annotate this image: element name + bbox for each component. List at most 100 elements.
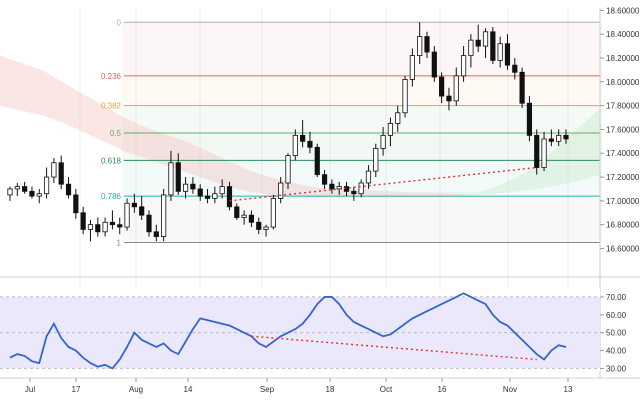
candle-bullish: [212, 193, 218, 199]
candle-bullish: [541, 138, 547, 168]
x-tick-label: Nov: [503, 385, 517, 394]
price-tick-label: 16.60000: [606, 244, 640, 253]
oscillator-panel: 70.00 60.00 50.00 40.00 30.00: [0, 276, 640, 373]
candle-bullish: [182, 183, 189, 192]
candle-bullish: [168, 162, 174, 196]
candle-bearish: [58, 162, 64, 185]
price-tick-label: 17.60000: [606, 125, 640, 134]
candle-bullish: [380, 134, 386, 149]
candle-bearish: [146, 214, 152, 233]
candle-bullish: [497, 43, 503, 61]
candle-bullish: [263, 226, 269, 230]
price-tick-label: 18.00000: [606, 78, 640, 87]
x-tick-label: Jul: [25, 385, 35, 394]
candle-bearish: [153, 231, 159, 237]
candle-bearish: [526, 102, 533, 136]
candle-bullish: [14, 186, 20, 190]
candle-bearish: [475, 39, 481, 47]
candle-bullish: [460, 55, 467, 77]
candle-bearish: [109, 221, 116, 226]
candle-bullish: [87, 224, 94, 230]
price-tick-label: 16.80000: [606, 221, 640, 230]
candle-bullish: [453, 75, 459, 102]
fib-zone: [122, 22, 602, 76]
candle-bearish: [519, 71, 525, 104]
price-tick-label: 17.80000: [606, 102, 640, 111]
candle-bullish: [402, 79, 408, 114]
candle-bearish: [504, 43, 511, 66]
candle-bullish: [285, 155, 291, 184]
candle-bullish: [417, 36, 423, 57]
x-tick-label: 13: [564, 385, 573, 394]
price-tick-label: 18.60000: [606, 6, 640, 15]
fib-level-label: 0.236: [101, 72, 122, 81]
candle-bearish: [80, 212, 86, 230]
candle-bearish: [65, 183, 72, 196]
candle-bullish: [219, 186, 225, 195]
x-tick-label: Sep: [260, 385, 275, 394]
candle-bearish: [534, 134, 540, 168]
candle-bullish: [36, 193, 42, 197]
candle-bearish: [175, 162, 181, 192]
candle-bearish: [314, 146, 320, 176]
fib-level-label: 0.618: [101, 156, 122, 165]
candle-bullish: [278, 182, 284, 199]
candle-bearish: [490, 31, 496, 61]
candle-bullish: [373, 148, 379, 172]
fib-level-label: 0.5: [110, 129, 122, 138]
price-tick-label: 18.40000: [606, 30, 640, 39]
candle-bullish: [395, 112, 401, 124]
candle-bearish: [256, 221, 262, 230]
candle-bearish: [512, 64, 518, 73]
candle-bearish: [321, 174, 328, 185]
candle-bullish: [124, 202, 130, 228]
x-tick-label: Oct: [380, 385, 393, 394]
candle-bearish: [329, 183, 335, 190]
candle-bearish: [234, 206, 240, 218]
oscillator-tick-label: 30.00: [606, 364, 627, 373]
price-panel: 0 0.236 0.382 0.5 0.618 0.786 1 18.60000 18.4000…: [0, 6, 640, 378]
price-tick-label: 17.00000: [606, 197, 640, 206]
candle-bullish: [556, 134, 562, 142]
oscillator-line: [9, 292, 567, 370]
candle-bearish: [307, 140, 313, 148]
fib-level-label: 0.786: [101, 192, 122, 201]
x-tick-label: 18: [326, 385, 335, 394]
candle-bullish: [51, 162, 57, 178]
candle-bullish: [7, 188, 13, 196]
candle-bearish: [204, 195, 211, 199]
candle-bearish: [22, 186, 28, 192]
candle-bearish: [248, 214, 255, 223]
x-tick-label: 14: [184, 385, 193, 394]
price-tick-label: 17.40000: [606, 149, 640, 158]
fib-zone: [122, 75, 602, 106]
x-tick-label: Aug: [129, 385, 143, 394]
candle-bearish: [548, 138, 554, 142]
candle-bearish: [117, 224, 123, 228]
candle-bullish: [102, 221, 108, 233]
candle-bearish: [190, 183, 196, 190]
oscillator-tick-label: 50.00: [606, 329, 627, 338]
x-axis: Jul 17 Aug 14 Sep 18 Oct 16 Nov 13: [0, 377, 640, 394]
price-tick-label: 17.20000: [606, 173, 640, 182]
support-trendline: [229, 166, 537, 202]
candle-bearish: [424, 36, 430, 53]
candle-bearish: [29, 190, 35, 197]
candle-bullish: [292, 134, 298, 157]
candle-bullish: [409, 55, 415, 80]
candle-bullish: [365, 170, 372, 184]
candle-bearish: [431, 51, 437, 78]
ichimoku-cloud-bullish: [455, 108, 600, 197]
x-tick-label: 16: [438, 385, 447, 394]
fib-level-label: 0.382: [101, 102, 122, 111]
candle-bullish: [482, 31, 489, 47]
candle-bearish: [131, 202, 137, 208]
oscillator-tick-label: 40.00: [606, 347, 627, 356]
ichimoku-cloud-bearish: [0, 55, 456, 198]
candle-bearish: [563, 134, 569, 140]
candle-bullish: [43, 176, 50, 195]
fib-level-label: 1: [117, 239, 122, 248]
fib-zone: [122, 196, 602, 243]
